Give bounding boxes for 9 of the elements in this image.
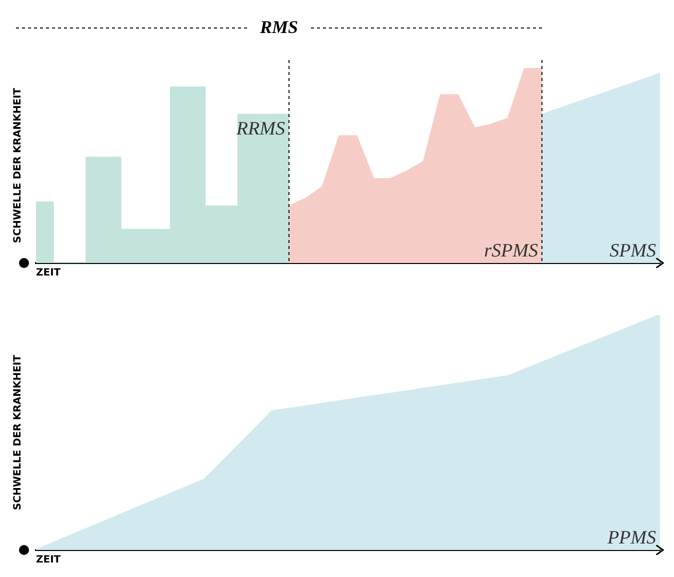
series-label: RRMS: [235, 118, 286, 140]
series-label: rSPMS: [484, 240, 538, 262]
series-label: PPMS: [606, 528, 656, 548]
y-axis-title: SCHWELLE DER KRANKHEIT: [12, 88, 24, 244]
text: RMS: [258, 16, 299, 38]
x-axis-title: ZEIT: [36, 268, 61, 279]
series-label: SPMS: [610, 240, 656, 262]
y-axis-title: SCHWELLE DER KRANKHEIT: [12, 354, 24, 510]
x-axis-title: ZEIT: [36, 554, 61, 566]
